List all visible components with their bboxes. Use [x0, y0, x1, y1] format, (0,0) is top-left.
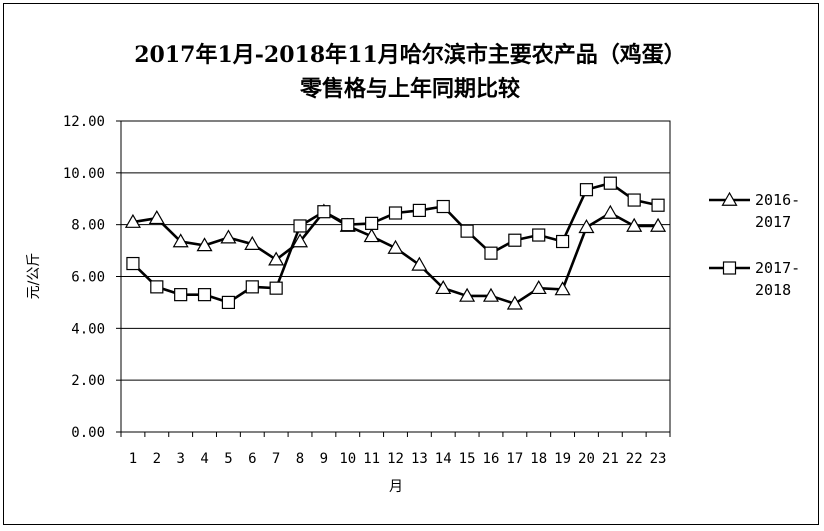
- data-point-0: [650, 217, 667, 232]
- legend-label-line2: 2018: [755, 281, 791, 299]
- data-point-0: [506, 295, 523, 310]
- line-chart: 2017年1月-2018年11月哈尔滨市主要农产品（鸡蛋） 零售格与上年同期比较…: [26, 42, 800, 495]
- x-tick-label: 14: [435, 451, 452, 467]
- x-tick-label: 22: [626, 451, 643, 467]
- x-tick-label: 6: [248, 451, 256, 467]
- data-point-0: [124, 213, 141, 228]
- grid-lines: [121, 172, 670, 381]
- data-point-0: [244, 235, 261, 250]
- y-tick-label: 10.00: [63, 166, 105, 182]
- data-point-1: [508, 233, 522, 247]
- data-point-0: [411, 256, 428, 271]
- data-point-0: [482, 287, 500, 302]
- data-point-1: [269, 281, 283, 295]
- data-point-1: [221, 295, 236, 310]
- data-point-0: [554, 281, 571, 296]
- x-tick-label: 10: [339, 451, 356, 467]
- data-point-0: [148, 209, 165, 225]
- x-tick-label: 8: [296, 451, 304, 467]
- x-tick-label: 11: [363, 451, 380, 467]
- x-tick-label: 12: [387, 451, 404, 467]
- data-point-1: [579, 183, 594, 197]
- x-tick-label: 4: [200, 451, 208, 467]
- x-tick-label: 13: [411, 451, 428, 467]
- data-point-1: [341, 218, 355, 232]
- data-point-0: [363, 228, 380, 243]
- x-tick-label: 2: [153, 451, 161, 467]
- x-tick-label: 23: [650, 451, 667, 467]
- x-tick-label: 17: [506, 451, 523, 467]
- data-point-0: [530, 279, 547, 295]
- series-1: [126, 176, 665, 310]
- x-tick-label: 1: [129, 451, 137, 467]
- y-tick-label: 6.00: [71, 270, 105, 286]
- x-axis-label: 月: [389, 479, 403, 495]
- chart-title-line2: 零售格与上年同期比较: [299, 76, 520, 102]
- chart-frame: 2017年1月-2018年11月哈尔滨市主要农产品（鸡蛋） 零售格与上年同期比较…: [3, 3, 819, 525]
- x-tick-label: 16: [483, 451, 500, 467]
- data-point-0: [220, 229, 237, 244]
- y-axis-label: 元/公斤: [26, 253, 42, 300]
- data-point-1: [245, 280, 259, 294]
- data-point-1: [603, 176, 617, 190]
- data-point-1: [293, 219, 307, 233]
- x-tick-label: 15: [459, 451, 476, 467]
- legend-item-1: 2017- 2018: [709, 259, 800, 299]
- data-point-1: [627, 193, 641, 207]
- data-point-1: [174, 288, 188, 302]
- data-point-0: [268, 251, 285, 266]
- y-tick-label: 0.00: [71, 425, 105, 441]
- legend-label-line1: 2016-: [755, 191, 800, 209]
- x-tick-label: 18: [530, 451, 547, 467]
- chart-title-line1: 2017年1月-2018年11月哈尔滨市主要农产品（鸡蛋）: [134, 42, 686, 68]
- legend-label-line2: 2017: [755, 213, 791, 231]
- series-layer: [124, 176, 667, 310]
- legend: 2016- 2017 2017- 2018: [709, 191, 800, 299]
- legend-marker: [722, 261, 737, 275]
- data-point-0: [626, 217, 643, 232]
- x-tick-label: 5: [224, 451, 232, 467]
- data-point-1: [317, 205, 331, 219]
- y-axis-ticks: 0.00 2.00 4.00 6.00 8.00 10.00 12.00: [63, 114, 121, 441]
- y-tick-label: 2.00: [71, 373, 105, 389]
- data-point-1: [555, 234, 570, 249]
- data-point-0: [435, 279, 452, 295]
- data-point-1: [532, 228, 546, 242]
- data-point-0: [459, 287, 476, 302]
- x-tick-label: 19: [554, 451, 571, 467]
- y-tick-label: 12.00: [63, 114, 105, 130]
- data-point-0: [387, 239, 404, 254]
- data-point-0: [196, 237, 213, 252]
- series-line-0: [132, 210, 659, 306]
- data-point-1: [651, 198, 665, 212]
- x-tick-label: 9: [320, 451, 328, 467]
- y-tick-label: 4.00: [71, 321, 105, 337]
- legend-item-0: 2016- 2017: [709, 191, 800, 231]
- data-point-1: [412, 203, 426, 218]
- data-point-1: [484, 246, 498, 260]
- data-point-0: [291, 233, 309, 248]
- x-tick-label: 21: [602, 451, 619, 467]
- data-point-1: [436, 199, 450, 214]
- data-point-0: [602, 204, 619, 219]
- x-tick-label: 20: [578, 451, 595, 467]
- data-point-1: [365, 216, 379, 230]
- data-point-1: [197, 288, 212, 302]
- data-point-1: [126, 256, 140, 271]
- series-0: [124, 203, 667, 310]
- x-axis-ticks: 1 2 3 4 5 6 7 8 9 10 11 12 13 14 15 16 17 18 19 20 21 22 23: [120, 432, 671, 467]
- x-tick-label: 7: [272, 451, 280, 467]
- data-point-0: [172, 233, 189, 248]
- y-tick-label: 8.00: [71, 218, 105, 234]
- data-point-1: [150, 280, 164, 294]
- legend-marker: [721, 191, 738, 206]
- data-point-0: [578, 219, 595, 234]
- legend-label-line1: 2017-: [755, 259, 800, 277]
- x-tick-label: 3: [176, 451, 184, 467]
- data-point-1: [388, 206, 403, 220]
- data-point-1: [460, 224, 474, 238]
